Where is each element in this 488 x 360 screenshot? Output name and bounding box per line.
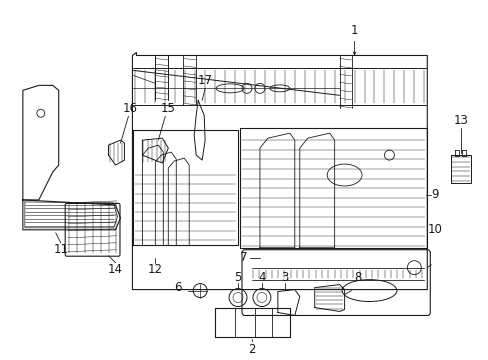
Text: 15: 15 xyxy=(161,102,175,115)
Text: 2: 2 xyxy=(248,343,255,356)
Text: 12: 12 xyxy=(147,263,163,276)
Text: 7: 7 xyxy=(240,251,247,264)
Text: 9: 9 xyxy=(430,188,438,202)
Text: 13: 13 xyxy=(453,114,468,127)
Text: 10: 10 xyxy=(427,223,442,236)
Text: 14: 14 xyxy=(108,263,123,276)
Text: 3: 3 xyxy=(281,271,288,284)
Text: 4: 4 xyxy=(258,271,265,284)
Text: 1: 1 xyxy=(350,24,358,37)
Text: 8: 8 xyxy=(353,271,361,284)
Text: 5: 5 xyxy=(234,271,241,284)
Text: 11: 11 xyxy=(53,243,68,256)
Text: 16: 16 xyxy=(122,102,138,115)
Text: 6: 6 xyxy=(174,281,182,294)
Text: 17: 17 xyxy=(197,74,212,87)
